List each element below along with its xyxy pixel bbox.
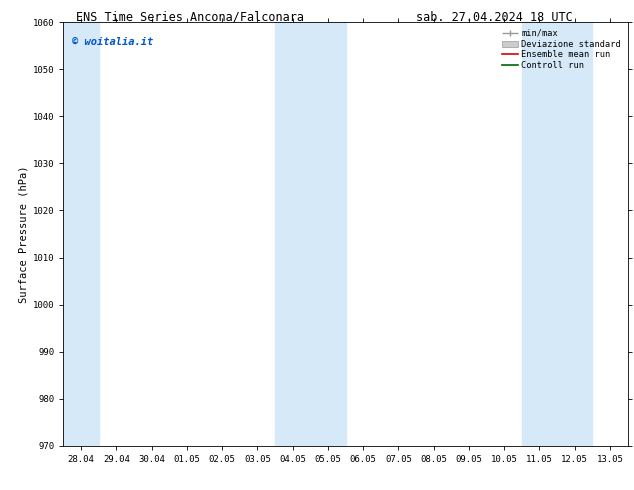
Text: ENS Time Series Ancona/Falconara: ENS Time Series Ancona/Falconara <box>76 11 304 24</box>
Text: sab. 27.04.2024 18 UTC: sab. 27.04.2024 18 UTC <box>416 11 573 24</box>
Y-axis label: Surface Pressure (hPa): Surface Pressure (hPa) <box>19 165 29 303</box>
Legend: min/max, Deviazione standard, Ensemble mean run, Controll run: min/max, Deviazione standard, Ensemble m… <box>500 26 623 73</box>
Bar <box>522 22 592 446</box>
Bar <box>275 22 346 446</box>
Text: © woitalia.it: © woitalia.it <box>72 37 153 47</box>
Bar <box>63 22 99 446</box>
